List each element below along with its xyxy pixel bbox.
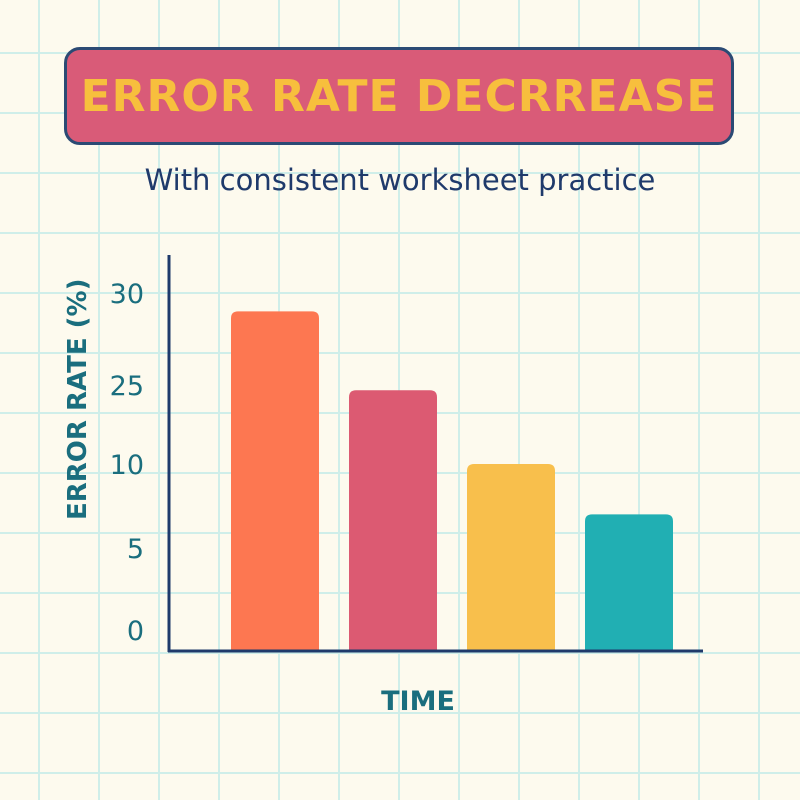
y-tick-label: 25 [110, 371, 144, 402]
y-tick-label: 0 [127, 616, 144, 647]
chart-subtitle: With consistent worksheet practice [144, 163, 656, 197]
bars [231, 311, 673, 650]
y-axis-label: ERROR RATE (%) [63, 278, 93, 520]
y-tick-labels: 30 25 10 5 0 [110, 279, 144, 647]
y-tick-label: 5 [127, 534, 144, 565]
bar [349, 390, 437, 650]
chart-title: ERROR RATE DECRREASE [80, 70, 718, 122]
bar [231, 311, 319, 650]
y-tick-label: 10 [110, 450, 144, 481]
title-banner: ERROR RATE DECRREASE [64, 47, 734, 145]
bar [585, 514, 673, 650]
bar [467, 464, 555, 650]
x-axis-label: TIME [381, 686, 455, 717]
y-tick-label: 30 [110, 279, 144, 310]
